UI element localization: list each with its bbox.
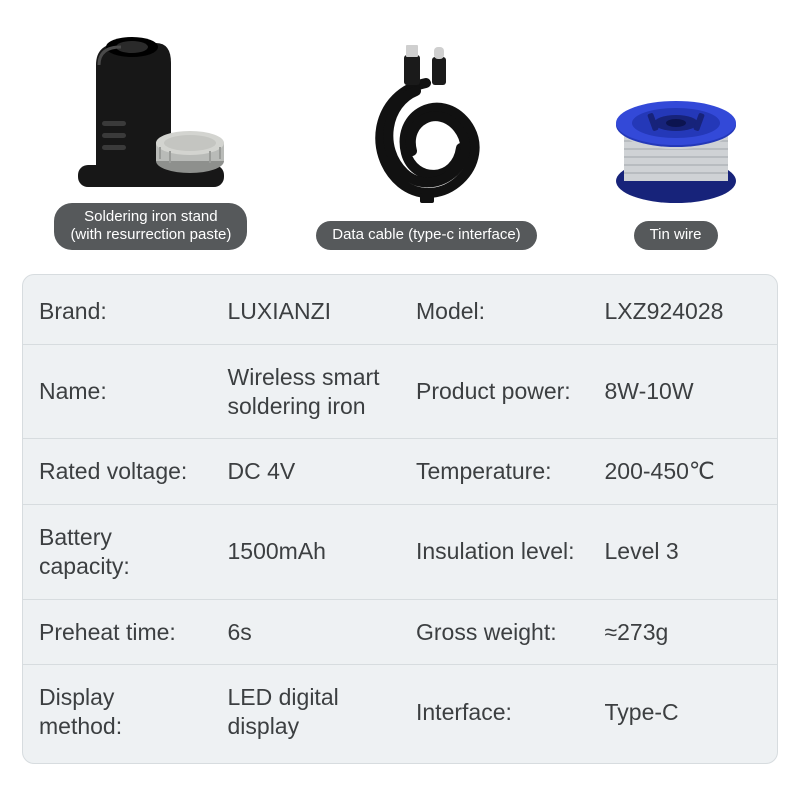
- spec-label: Interface:: [400, 665, 589, 759]
- tin-wire-spool-icon: [606, 83, 746, 213]
- spec-row: Name:Wireless smart soldering ironProduc…: [23, 344, 777, 439]
- cable-image: [346, 43, 506, 213]
- spec-value: DC 4V: [212, 439, 401, 505]
- wire-label: Tin wire: [634, 221, 718, 250]
- products-row: Soldering iron stand (with resurrection …: [0, 0, 800, 260]
- spec-value: LXZ924028: [589, 279, 778, 344]
- spec-label: Temperature:: [400, 439, 589, 505]
- product-wire: Tin wire: [606, 83, 746, 250]
- spec-row: Rated voltage:DC 4VTemperature:200-450℃: [23, 439, 777, 505]
- spec-value: LUXIANZI: [212, 279, 401, 344]
- spec-label: Product power:: [400, 344, 589, 439]
- spec-row: Preheat time:6sGross weight:≈273g: [23, 599, 777, 665]
- spec-row: Battery capacity:1500mAhInsulation level…: [23, 505, 777, 600]
- spec-value: 1500mAh: [212, 505, 401, 600]
- spec-label: Gross weight:: [400, 599, 589, 665]
- spec-label: Insulation level:: [400, 505, 589, 600]
- spec-label: Model:: [400, 279, 589, 344]
- cable-label: Data cable (type-c interface): [316, 221, 536, 250]
- spec-value: Type-C: [589, 665, 778, 759]
- spec-row: Brand:LUXIANZIModel:LXZ924028: [23, 279, 777, 344]
- spec-value: 8W-10W: [589, 344, 778, 439]
- spec-label: Battery capacity:: [23, 505, 212, 600]
- spec-value: LED digital display: [212, 665, 401, 759]
- spec-value: 6s: [212, 599, 401, 665]
- wire-image: [606, 83, 746, 213]
- soldering-stand-icon: [66, 25, 236, 195]
- spec-label: Brand:: [23, 279, 212, 344]
- spec-label: Display method:: [23, 665, 212, 759]
- spec-value: 200-450℃: [589, 439, 778, 505]
- spec-value: ≈273g: [589, 599, 778, 665]
- spec-label: Preheat time:: [23, 599, 212, 665]
- spec-table: Brand:LUXIANZIModel:LXZ924028Name:Wirele…: [23, 279, 777, 759]
- spec-label: Name:: [23, 344, 212, 439]
- usb-cable-icon: [346, 43, 506, 213]
- spec-value: Wireless smart soldering iron: [212, 344, 401, 439]
- spec-row: Display method:LED digital displayInterf…: [23, 665, 777, 759]
- spec-card: Brand:LUXIANZIModel:LXZ924028Name:Wirele…: [22, 274, 778, 764]
- stand-image: [66, 25, 236, 195]
- spec-value: Level 3: [589, 505, 778, 600]
- stand-label: Soldering iron stand (with resurrection …: [54, 203, 247, 251]
- product-cable: Data cable (type-c interface): [316, 43, 536, 250]
- spec-label: Rated voltage:: [23, 439, 212, 505]
- spec-tbody: Brand:LUXIANZIModel:LXZ924028Name:Wirele…: [23, 279, 777, 759]
- product-stand: Soldering iron stand (with resurrection …: [54, 25, 247, 251]
